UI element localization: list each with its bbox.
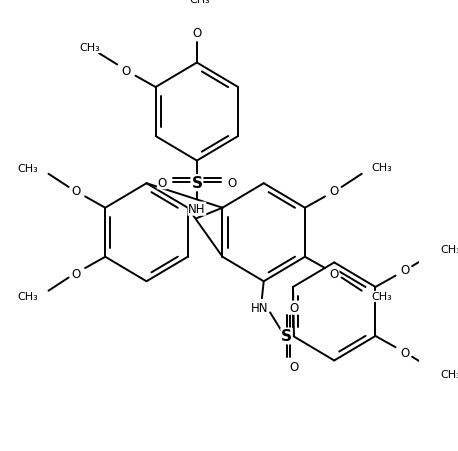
Text: CH₃: CH₃ xyxy=(189,0,210,5)
Text: HN: HN xyxy=(251,302,268,314)
Text: CH₃: CH₃ xyxy=(18,164,38,174)
Text: O: O xyxy=(227,176,236,189)
Text: CH₃: CH₃ xyxy=(372,163,393,173)
Text: O: O xyxy=(192,27,202,40)
Text: S: S xyxy=(191,175,202,190)
Text: CH₃: CH₃ xyxy=(372,292,393,302)
Text: O: O xyxy=(330,267,339,281)
Text: O: O xyxy=(400,347,409,359)
Text: O: O xyxy=(289,302,299,314)
Text: O: O xyxy=(330,185,339,198)
Text: NH: NH xyxy=(188,202,206,216)
Text: S: S xyxy=(281,329,292,344)
Text: CH₃: CH₃ xyxy=(79,43,100,53)
Text: CH₃: CH₃ xyxy=(18,292,38,302)
Text: O: O xyxy=(122,64,131,78)
Text: CH₃: CH₃ xyxy=(441,245,458,255)
Text: O: O xyxy=(71,267,81,281)
Text: O: O xyxy=(71,185,81,198)
Text: O: O xyxy=(289,360,299,373)
Text: O: O xyxy=(400,264,409,277)
Text: O: O xyxy=(158,176,167,189)
Text: CH₃: CH₃ xyxy=(441,369,458,379)
